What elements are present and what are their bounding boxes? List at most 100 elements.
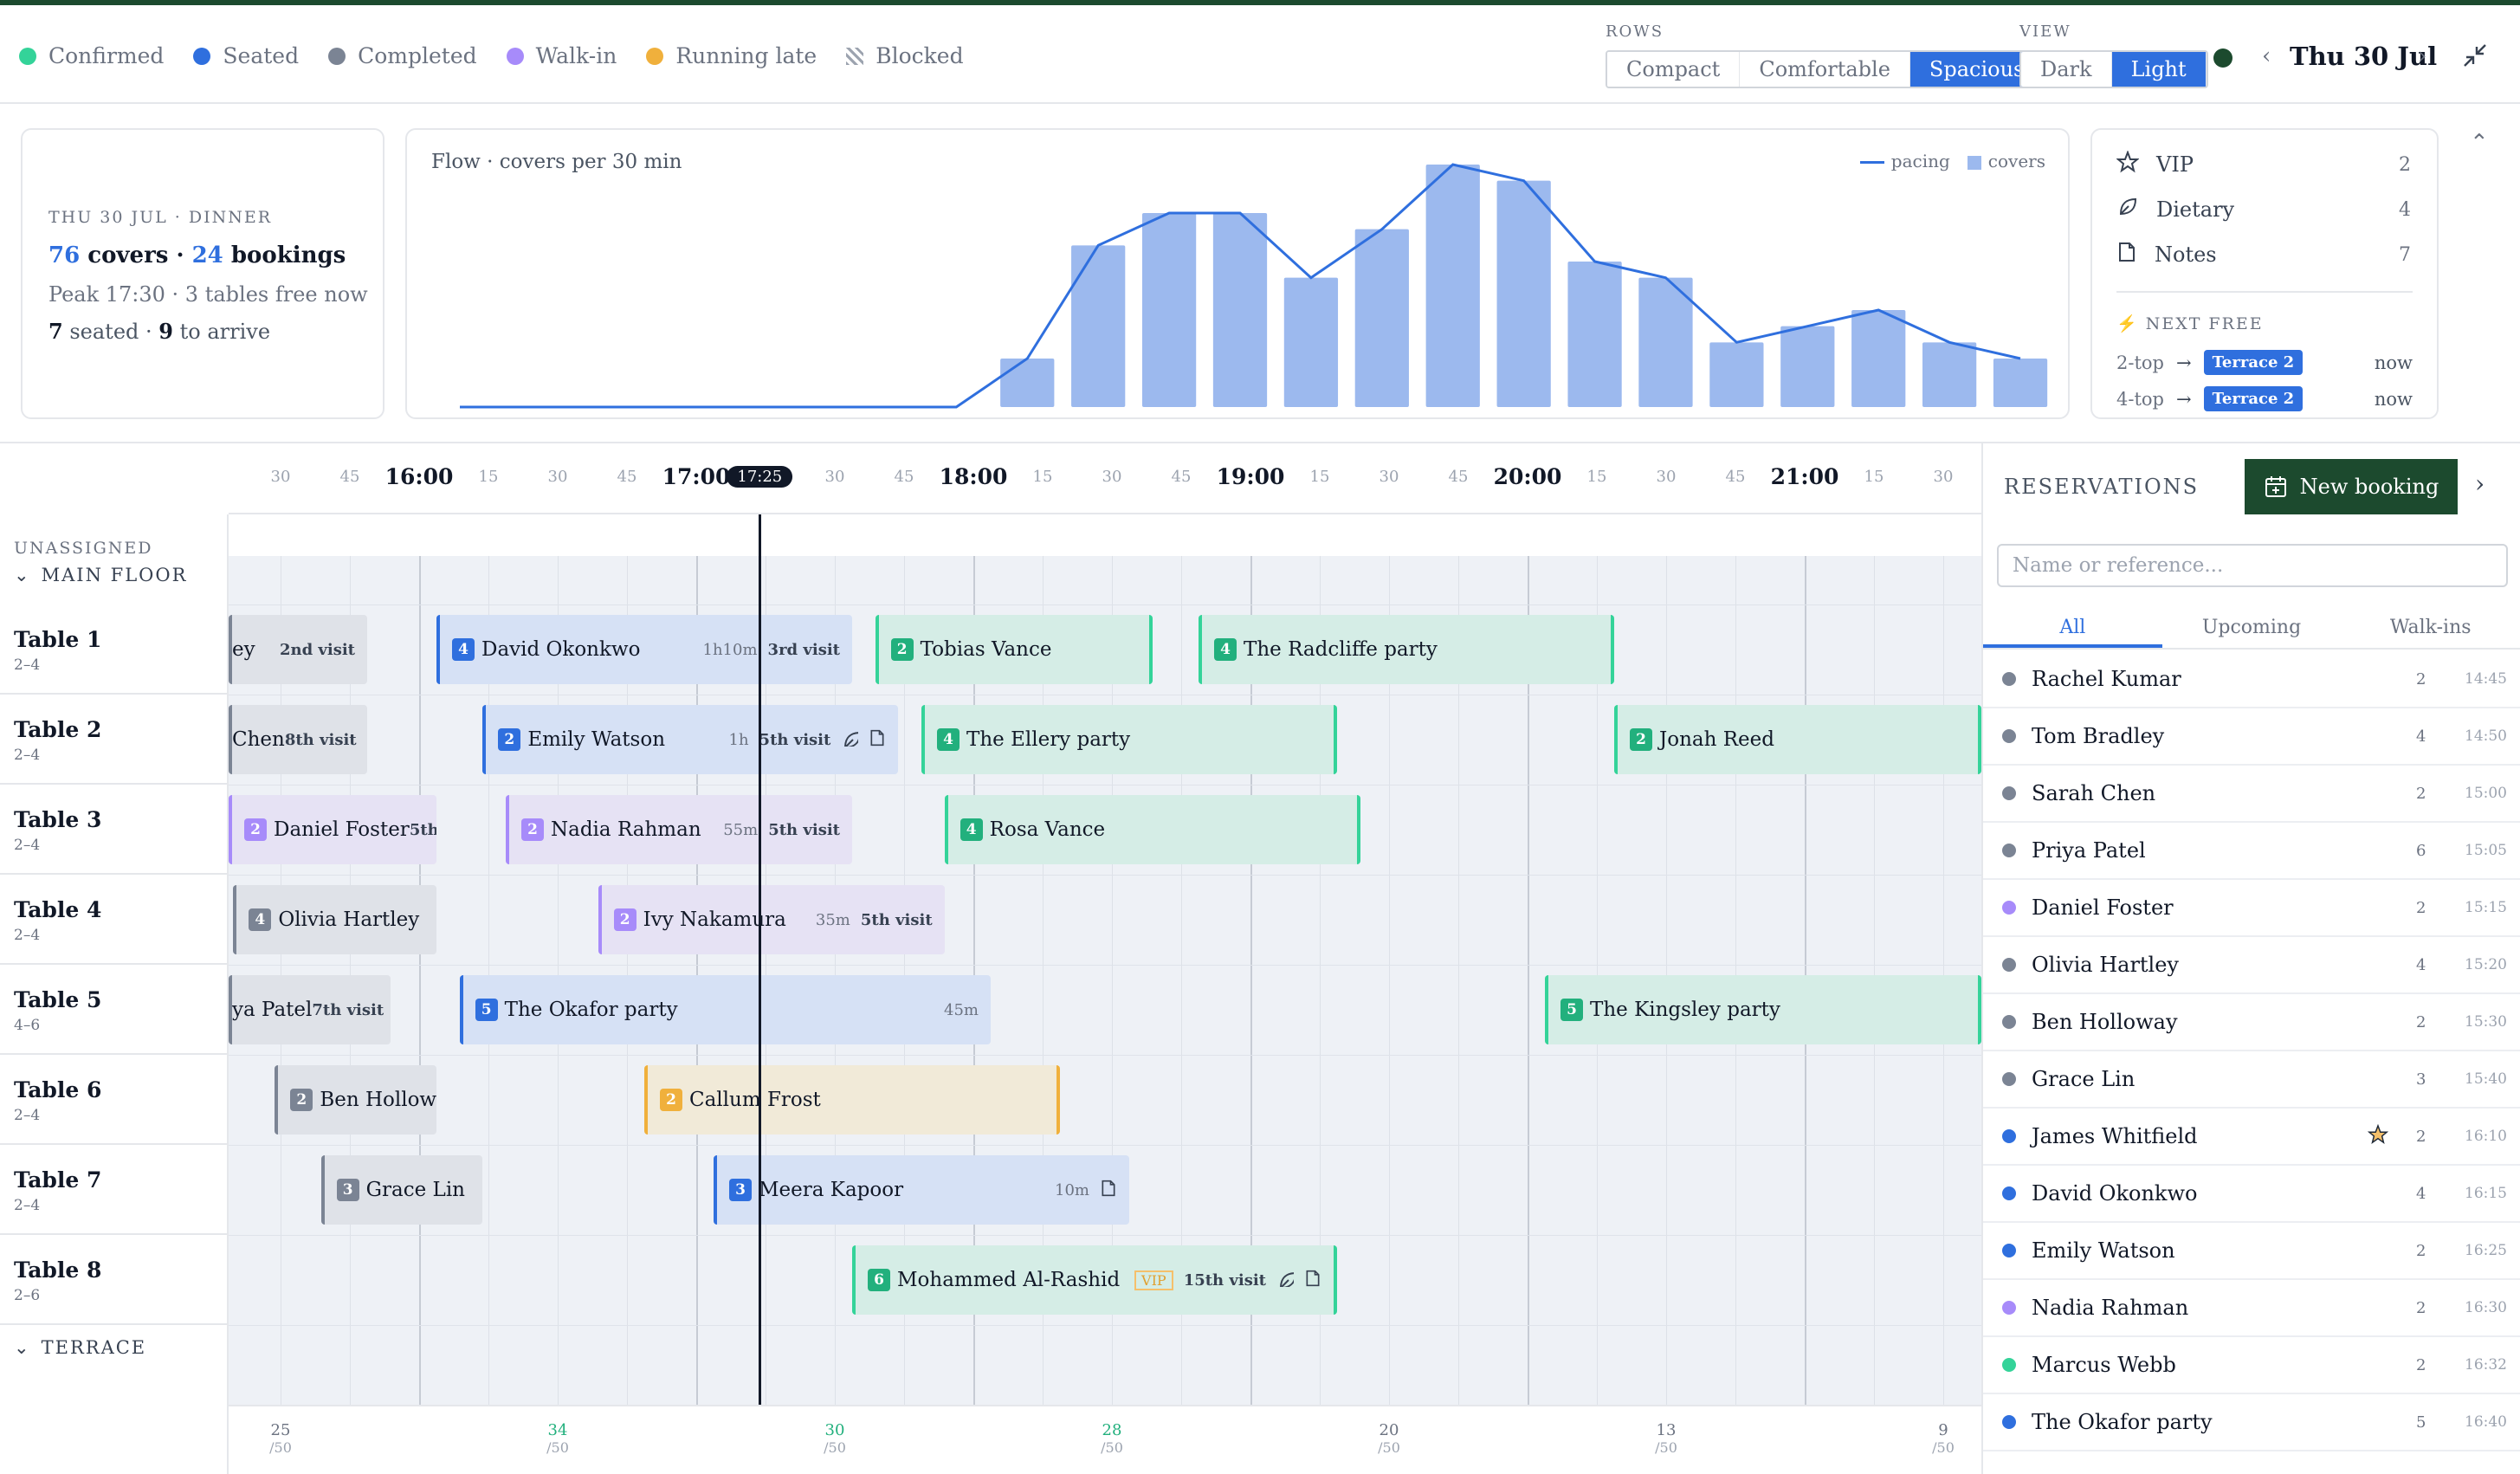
reservation-block[interactable]: ya Patel 7th visit [229, 975, 391, 1044]
collapse-icon[interactable] [2461, 42, 2489, 73]
reservation-block[interactable]: 4 David Okonkwo 1h10m 3rd visit [436, 615, 852, 684]
list-item[interactable]: Sarah Chen 2 15:00 [1983, 766, 2520, 823]
guest-name: James Whitfield [2032, 1124, 2198, 1148]
rows-label: ROWS [1606, 23, 1664, 41]
reservation-block[interactable]: 3 Grace Lin [320, 1155, 483, 1225]
guest-name: Sarah Chen [2032, 781, 2156, 805]
table-name: Table 3 [14, 807, 102, 832]
table-row-7[interactable]: Table 7 2–4 [0, 1145, 229, 1235]
table-row-6[interactable]: Table 6 2–4 [0, 1055, 229, 1145]
next-day-button[interactable]: › [2418, 43, 2427, 69]
list-item[interactable]: Grace Lin 3 15:40 [1983, 1051, 2520, 1109]
capacity-cell: 25/50 [269, 1422, 292, 1457]
capacity-total: /50 [1378, 1439, 1400, 1456]
bookings-label: bookings [230, 242, 346, 268]
covers-bar [1425, 165, 1480, 407]
reservation-block[interactable]: Chen 8th visit [229, 705, 367, 774]
list-item[interactable]: Rachel Kumar 2 14:45 [1983, 651, 2520, 708]
tag-row-vip[interactable]: VIP 2 [2116, 150, 2411, 178]
table-row-5[interactable]: Table 5 4–6 [0, 965, 229, 1055]
reservation-block[interactable]: 2 Tobias Vance [875, 615, 1153, 684]
next-free-row[interactable]: 4-top → Terrace 2 now [2116, 386, 2413, 411]
rows-option-comfortable[interactable]: Comfortable [1740, 52, 1910, 87]
tag-row-dietary[interactable]: Dietary 4 [2116, 196, 2411, 223]
duration-remaining: 1h [728, 730, 749, 749]
reservation-meta: 55m 5th visit [723, 821, 840, 839]
reservation-block[interactable]: 2 Ivy Nakamura 35m 5th visit [598, 885, 945, 954]
reservation-block[interactable]: 2 Nadia Rahman 55m 5th visit [506, 795, 852, 864]
hour-tick-label: 19:00 [1216, 464, 1285, 489]
reservation-block[interactable]: 2 Jonah Reed [1614, 705, 1981, 774]
reservation-search-input[interactable] [1997, 544, 2508, 587]
chevron-right-icon[interactable]: › [2475, 469, 2485, 498]
reservation-block[interactable]: 5 The Okafor party 45m [459, 975, 991, 1044]
grid-line [1112, 556, 1113, 1405]
list-item[interactable]: Tom Bradley 4 14:50 [1983, 708, 2520, 766]
list-item[interactable]: The Okafor party 5 16:40 [1983, 1394, 2520, 1451]
table-row-2[interactable]: Table 2 2–4 [0, 695, 229, 785]
tab-upcoming[interactable]: Upcoming [2201, 617, 2302, 638]
rows-option-compact[interactable]: Compact [1607, 52, 1741, 87]
view-option-dark[interactable]: Dark [2021, 52, 2112, 87]
table-row-3[interactable]: Table 3 2–4 [0, 785, 229, 875]
capacity-value: 25 [270, 1421, 291, 1439]
reservation-block[interactable]: 4 Rosa Vance [944, 795, 1360, 864]
chevron-up-icon[interactable]: ⌃ [2470, 130, 2489, 156]
booking-time: 15:40 [2465, 1070, 2507, 1088]
list-item[interactable]: Priya Patel 6 15:05 [1983, 823, 2520, 880]
list-item[interactable]: Ben Holloway 2 15:30 [1983, 994, 2520, 1051]
party-size: 2 [2416, 1355, 2426, 1374]
table-row-1[interactable]: Table 1 2–4 [0, 604, 229, 695]
list-item[interactable]: Emily Watson 2 16:25 [1983, 1223, 2520, 1280]
row-line [229, 875, 1981, 876]
capacity-total: /50 [546, 1439, 569, 1456]
section-main-floor[interactable]: ⌄ MAIN FLOOR [14, 565, 187, 585]
tag-row-notes[interactable]: Notes 7 [2116, 241, 2411, 268]
row-line [229, 604, 1981, 605]
section-terrace[interactable]: ⌄ TERRACE [14, 1337, 146, 1358]
reservation-block[interactable]: 2 Ben Holloway [275, 1065, 436, 1135]
covers-legend-label: covers [1987, 151, 2045, 171]
view-option-light[interactable]: Light [2111, 52, 2207, 87]
reservation-block[interactable]: ey 2nd visit [229, 615, 367, 684]
new-booking-button[interactable]: New booking [2245, 459, 2458, 514]
reservation-block[interactable]: 4 The Radcliffe party [1199, 615, 1614, 684]
list-item[interactable]: Nadia Rahman 2 16:30 [1983, 1280, 2520, 1337]
list-item[interactable]: Olivia Hartley 4 15:20 [1983, 937, 2520, 994]
tag-label: Dietary [2156, 197, 2235, 222]
tag-label: VIP [2156, 152, 2194, 177]
guest-name: Rosa Vance [989, 818, 1106, 841]
next-free-title: ⚡ NEXT FREE [2116, 314, 2264, 333]
reservation-block[interactable]: 3 Meera Kapoor 10m [714, 1155, 1129, 1225]
table-row-4[interactable]: Table 4 2–4 [0, 875, 229, 965]
tags-next-free-card: VIP 2 Dietary 4 Notes 7 ⚡ NEXT FREE 2-top → Ter… [2090, 128, 2439, 419]
status-dot-icon [2002, 786, 2016, 800]
reservation-block[interactable]: 6 Mohammed Al-Rashid VIP 15th visit [852, 1245, 1337, 1315]
legend-label: Seated [223, 43, 300, 68]
list-item[interactable]: David Okonkwo 4 16:15 [1983, 1166, 2520, 1223]
section-main-floor-label: MAIN FLOOR [41, 565, 188, 585]
reservation-block[interactable]: 4 The Ellery party [921, 705, 1337, 774]
guest-name: The Okafor party [504, 999, 678, 1021]
minute-tick-label: 45 [1725, 468, 1746, 486]
next-free-row[interactable]: 2-top → Terrace 2 now [2116, 350, 2413, 375]
status-dot-icon [2002, 958, 2016, 972]
minute-tick-label: 15 [1032, 468, 1053, 486]
reservation-block[interactable]: 4 Olivia Hartley [233, 885, 436, 954]
prev-day-button[interactable]: ‹ [2262, 43, 2271, 69]
reservation-block[interactable]: 2 Emily Watson 1h 5th visit [482, 705, 899, 774]
reservation-meta: 1h 5th visit [729, 728, 887, 752]
list-item[interactable]: Daniel Foster 2 15:15 [1983, 880, 2520, 937]
list-item[interactable]: Marcus Webb 2 16:32 [1983, 1337, 2520, 1394]
peak-info: Peak 17:30 · 3 tables free now [48, 282, 368, 307]
booking-time: 14:45 [2465, 670, 2507, 688]
legend-item-running-late: Running late [646, 43, 817, 68]
list-item[interactable]: James Whitfield 2 16:10 [1983, 1109, 2520, 1166]
table-row-8[interactable]: Table 8 2–6 [0, 1235, 229, 1325]
reservation-block[interactable]: 2 Callum Frost [644, 1065, 1060, 1135]
tab-walkins[interactable]: Walk-ins [2389, 617, 2472, 638]
tab-all[interactable]: All [1983, 608, 2162, 648]
reservation-block[interactable]: 5 The Kingsley party [1545, 975, 1981, 1044]
table-capacity: 4–6 [14, 1017, 41, 1034]
